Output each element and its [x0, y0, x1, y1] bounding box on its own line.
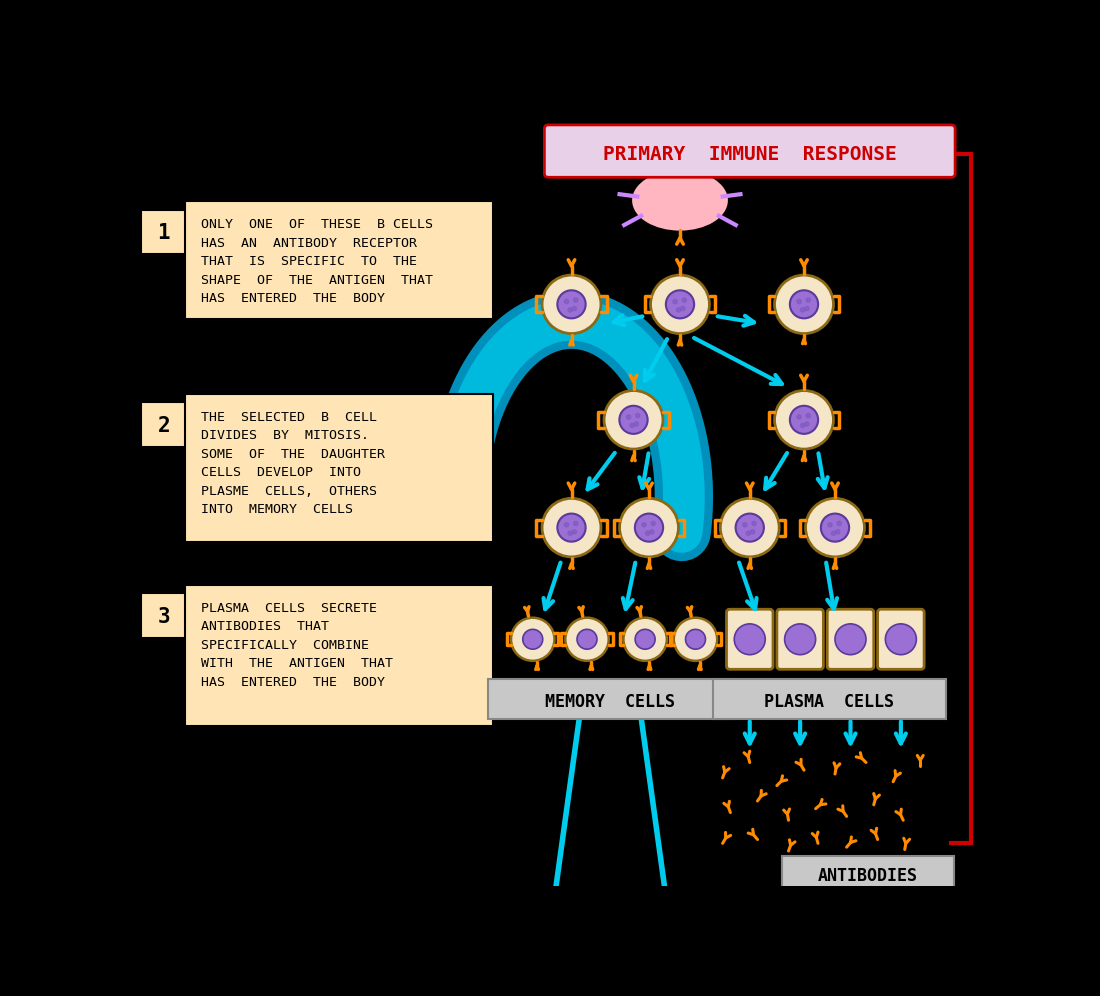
Circle shape	[837, 521, 842, 526]
Circle shape	[720, 498, 779, 557]
Circle shape	[832, 531, 836, 535]
Circle shape	[635, 514, 663, 542]
Circle shape	[558, 514, 585, 542]
Circle shape	[886, 623, 916, 654]
Circle shape	[636, 413, 640, 417]
FancyBboxPatch shape	[185, 201, 493, 319]
Circle shape	[805, 307, 808, 311]
Circle shape	[796, 300, 801, 304]
Circle shape	[624, 618, 667, 660]
FancyBboxPatch shape	[185, 393, 493, 542]
Circle shape	[806, 413, 811, 417]
Text: MEMORY  CELLS: MEMORY CELLS	[546, 692, 675, 710]
Circle shape	[564, 300, 569, 304]
Circle shape	[752, 521, 756, 526]
FancyBboxPatch shape	[878, 610, 924, 669]
Text: ONLY  ONE  OF  THESE  B CELLS
HAS  AN  ANTIBODY  RECEPTOR
THAT  IS  SPECIFIC  TO: ONLY ONE OF THESE B CELLS HAS AN ANTIBOD…	[201, 218, 433, 305]
Text: 2: 2	[157, 416, 170, 436]
Text: PLASMA  CELLS: PLASMA CELLS	[763, 692, 894, 710]
Circle shape	[796, 415, 801, 419]
Circle shape	[735, 623, 766, 654]
Circle shape	[805, 498, 865, 557]
Circle shape	[642, 523, 646, 527]
FancyBboxPatch shape	[726, 610, 773, 669]
Text: THE  SELECTED  B  CELL
DIVIDES  BY  MITOSIS.
SOME  OF  THE  DAUGHTER
CELLS  DEVE: THE SELECTED B CELL DIVIDES BY MITOSIS. …	[201, 410, 385, 516]
Circle shape	[651, 521, 656, 526]
Circle shape	[542, 498, 601, 557]
Circle shape	[542, 275, 601, 334]
Text: PLASMA  CELLS  SECRETE
ANTIBODIES  THAT
SPECIFICALLY  COMBINE
WITH  THE  ANTIGEN: PLASMA CELLS SECRETE ANTIBODIES THAT SPE…	[201, 602, 393, 688]
Circle shape	[512, 618, 554, 660]
Circle shape	[564, 523, 569, 527]
Circle shape	[674, 618, 717, 660]
Circle shape	[650, 530, 653, 534]
Circle shape	[646, 531, 650, 535]
Circle shape	[682, 298, 686, 302]
Circle shape	[736, 514, 763, 542]
Circle shape	[806, 298, 811, 302]
Circle shape	[746, 531, 750, 535]
Circle shape	[790, 290, 818, 319]
Circle shape	[635, 629, 656, 649]
Circle shape	[635, 422, 638, 426]
Circle shape	[774, 390, 834, 449]
Text: PRIMARY  IMMUNE  RESPONSE: PRIMARY IMMUNE RESPONSE	[603, 144, 896, 163]
Circle shape	[676, 308, 681, 312]
Circle shape	[573, 521, 578, 526]
Circle shape	[568, 531, 572, 535]
Circle shape	[573, 298, 578, 302]
Circle shape	[835, 623, 866, 654]
Circle shape	[790, 405, 818, 434]
Circle shape	[801, 308, 805, 312]
Circle shape	[685, 629, 705, 649]
Circle shape	[558, 290, 585, 319]
Text: ANTIBODIES: ANTIBODIES	[817, 868, 917, 885]
Text: 1: 1	[157, 223, 170, 243]
Circle shape	[828, 523, 833, 527]
Circle shape	[673, 300, 678, 304]
FancyBboxPatch shape	[777, 610, 824, 669]
Circle shape	[619, 405, 648, 434]
Ellipse shape	[634, 171, 726, 229]
Circle shape	[750, 530, 755, 534]
Circle shape	[836, 530, 840, 534]
Text: 3: 3	[157, 607, 170, 626]
Circle shape	[565, 618, 608, 660]
Circle shape	[630, 423, 635, 427]
Circle shape	[805, 422, 808, 426]
FancyBboxPatch shape	[142, 402, 186, 447]
FancyBboxPatch shape	[185, 585, 493, 725]
Circle shape	[626, 415, 630, 419]
Circle shape	[742, 523, 747, 527]
Circle shape	[666, 290, 694, 319]
FancyBboxPatch shape	[713, 679, 946, 718]
Circle shape	[821, 514, 849, 542]
Circle shape	[572, 307, 576, 311]
Circle shape	[578, 629, 597, 649]
FancyBboxPatch shape	[544, 124, 955, 177]
Circle shape	[774, 275, 834, 334]
Circle shape	[604, 390, 663, 449]
FancyBboxPatch shape	[487, 679, 733, 718]
Circle shape	[681, 307, 685, 311]
Circle shape	[568, 308, 572, 312]
Circle shape	[572, 530, 576, 534]
Circle shape	[522, 629, 542, 649]
Circle shape	[619, 498, 679, 557]
FancyBboxPatch shape	[142, 209, 186, 254]
Circle shape	[801, 423, 805, 427]
Circle shape	[784, 623, 815, 654]
FancyBboxPatch shape	[142, 593, 186, 637]
FancyBboxPatch shape	[827, 610, 873, 669]
Circle shape	[650, 275, 710, 334]
FancyBboxPatch shape	[782, 857, 954, 893]
